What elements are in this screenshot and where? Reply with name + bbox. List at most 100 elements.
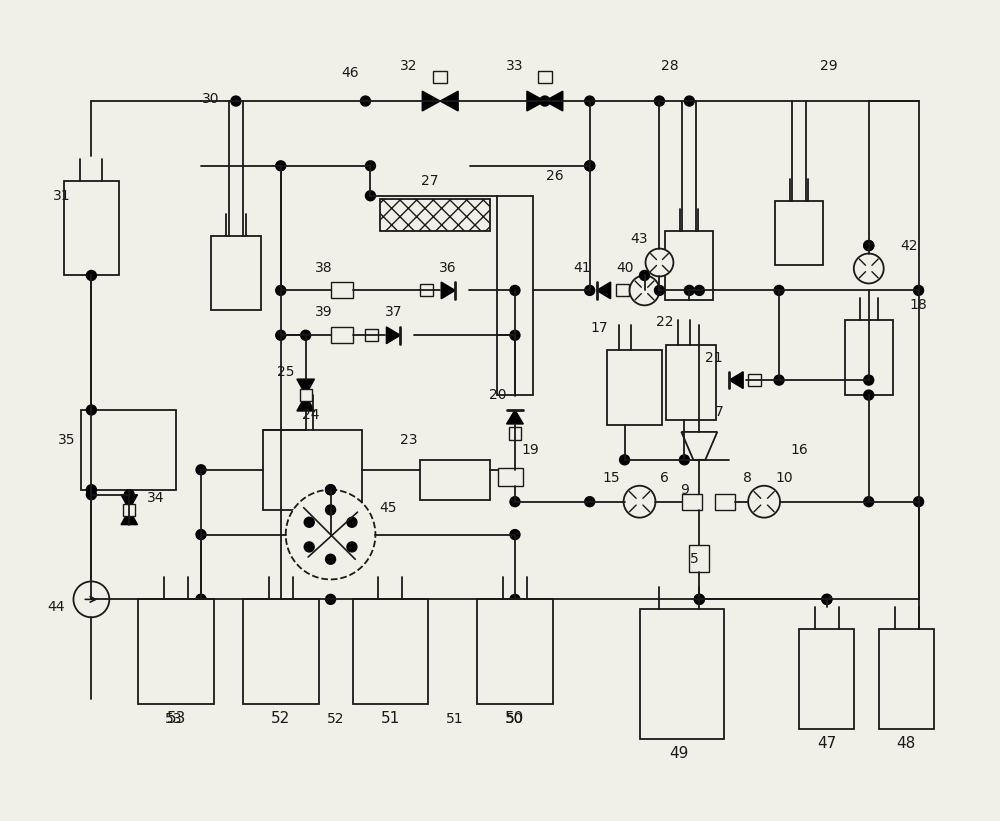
- Circle shape: [640, 270, 649, 281]
- Text: 9: 9: [680, 483, 689, 497]
- Bar: [331, 328, 353, 343]
- Circle shape: [365, 190, 375, 200]
- Circle shape: [301, 330, 311, 340]
- Circle shape: [326, 505, 336, 515]
- Circle shape: [196, 594, 206, 604]
- Text: 32: 32: [400, 59, 417, 73]
- Circle shape: [86, 270, 96, 281]
- Circle shape: [286, 490, 375, 580]
- Bar: [365, 329, 378, 342]
- Bar: [81, 410, 176, 490]
- Circle shape: [326, 554, 336, 564]
- Text: 29: 29: [820, 59, 838, 73]
- Bar: [420, 460, 490, 500]
- Circle shape: [585, 497, 595, 507]
- Circle shape: [914, 497, 924, 507]
- Circle shape: [276, 330, 286, 340]
- Text: 42: 42: [900, 239, 917, 253]
- Bar: [509, 427, 521, 440]
- Bar: [775, 200, 823, 265]
- Text: 5: 5: [690, 553, 699, 566]
- Bar: [420, 284, 433, 296]
- Bar: [477, 599, 553, 704]
- Circle shape: [774, 375, 784, 385]
- Circle shape: [694, 286, 704, 296]
- Bar: [498, 468, 523, 486]
- Bar: [845, 320, 893, 395]
- Text: 25: 25: [277, 365, 294, 379]
- Circle shape: [620, 455, 630, 465]
- Circle shape: [86, 405, 96, 415]
- Text: 50: 50: [505, 712, 525, 727]
- Text: 33: 33: [506, 59, 524, 73]
- Text: 43: 43: [631, 232, 648, 245]
- Polygon shape: [422, 91, 440, 111]
- Bar: [666, 345, 716, 420]
- Text: 16: 16: [790, 443, 808, 456]
- Polygon shape: [440, 91, 458, 111]
- Polygon shape: [545, 91, 563, 111]
- Bar: [879, 629, 934, 729]
- Text: 19: 19: [521, 443, 539, 456]
- Circle shape: [510, 286, 520, 296]
- Bar: [640, 609, 724, 739]
- Circle shape: [86, 490, 96, 500]
- Text: 46: 46: [342, 67, 359, 80]
- Text: 39: 39: [315, 305, 332, 319]
- Text: 10: 10: [775, 470, 793, 484]
- Circle shape: [585, 286, 595, 296]
- Circle shape: [854, 254, 884, 283]
- Circle shape: [694, 594, 704, 604]
- Text: 41: 41: [573, 261, 591, 276]
- Text: 17: 17: [591, 321, 608, 335]
- Circle shape: [684, 96, 694, 106]
- Circle shape: [304, 542, 314, 552]
- Bar: [748, 374, 761, 386]
- Text: 45: 45: [380, 501, 397, 515]
- Circle shape: [196, 465, 206, 475]
- Text: 22: 22: [656, 315, 673, 329]
- Circle shape: [347, 542, 357, 552]
- Polygon shape: [121, 495, 137, 510]
- Circle shape: [679, 455, 689, 465]
- Circle shape: [365, 161, 375, 171]
- Bar: [497, 195, 533, 395]
- Text: 36: 36: [439, 261, 457, 276]
- Bar: [123, 504, 135, 516]
- Text: 26: 26: [546, 169, 564, 183]
- Circle shape: [326, 484, 336, 495]
- Text: 48: 48: [896, 736, 915, 751]
- Text: 38: 38: [315, 261, 332, 276]
- Polygon shape: [527, 91, 545, 111]
- Bar: [300, 389, 312, 401]
- Text: 28: 28: [661, 59, 678, 73]
- Circle shape: [748, 486, 780, 517]
- Circle shape: [360, 96, 370, 106]
- Text: 35: 35: [58, 433, 75, 447]
- Circle shape: [510, 594, 520, 604]
- Text: 30: 30: [202, 92, 220, 106]
- Bar: [665, 231, 713, 300]
- Circle shape: [864, 241, 874, 250]
- Circle shape: [624, 486, 655, 517]
- Circle shape: [347, 517, 357, 527]
- Circle shape: [540, 96, 550, 106]
- Circle shape: [196, 594, 206, 604]
- Text: 47: 47: [817, 736, 837, 751]
- Circle shape: [864, 390, 874, 400]
- Bar: [607, 351, 662, 425]
- Circle shape: [510, 530, 520, 539]
- Circle shape: [822, 594, 832, 604]
- Circle shape: [196, 530, 206, 539]
- Text: 20: 20: [489, 388, 507, 402]
- Text: 24: 24: [302, 408, 319, 422]
- Text: 34: 34: [147, 491, 165, 505]
- Polygon shape: [597, 282, 611, 299]
- Polygon shape: [729, 372, 743, 388]
- Bar: [138, 599, 214, 704]
- Text: 21: 21: [705, 351, 723, 365]
- Text: 50: 50: [506, 712, 524, 726]
- Bar: [715, 493, 735, 510]
- Circle shape: [326, 594, 336, 604]
- Circle shape: [276, 161, 286, 171]
